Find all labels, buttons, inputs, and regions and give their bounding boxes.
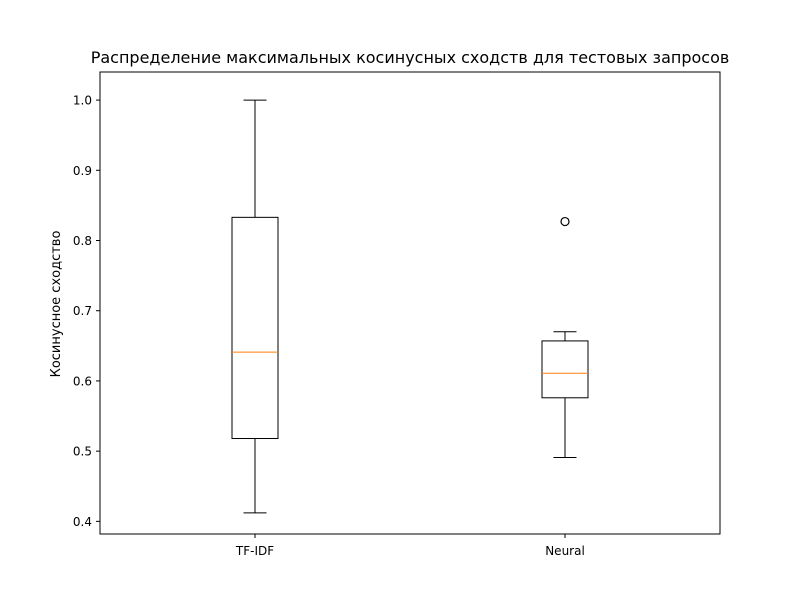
y-tick-label: 0.5	[73, 445, 92, 459]
y-tick-label: 0.8	[73, 234, 92, 248]
outlier-point	[560, 216, 570, 227]
y-tick-label: 1.0	[73, 94, 92, 108]
iqr-box	[231, 216, 279, 440]
y-tick-label: 0.6	[73, 374, 92, 388]
x-tick-label: TF-IDF	[235, 544, 274, 558]
chart-title: Распределение максимальных косинусных сх…	[91, 48, 730, 67]
y-tick-label: 0.7	[73, 304, 92, 318]
plot-area: 0.4 0.5 0.6 0.7 0.8 0.9 1.0 TF-IDF Neural	[73, 94, 589, 558]
y-tick-label: 0.4	[73, 515, 92, 529]
y-axis-label: Косинусное сходство	[49, 231, 64, 378]
iqr-box	[541, 340, 589, 399]
axes-frame	[99, 71, 721, 535]
x-tick-label: Neural	[545, 544, 585, 558]
y-tick-label: 0.9	[73, 164, 92, 178]
